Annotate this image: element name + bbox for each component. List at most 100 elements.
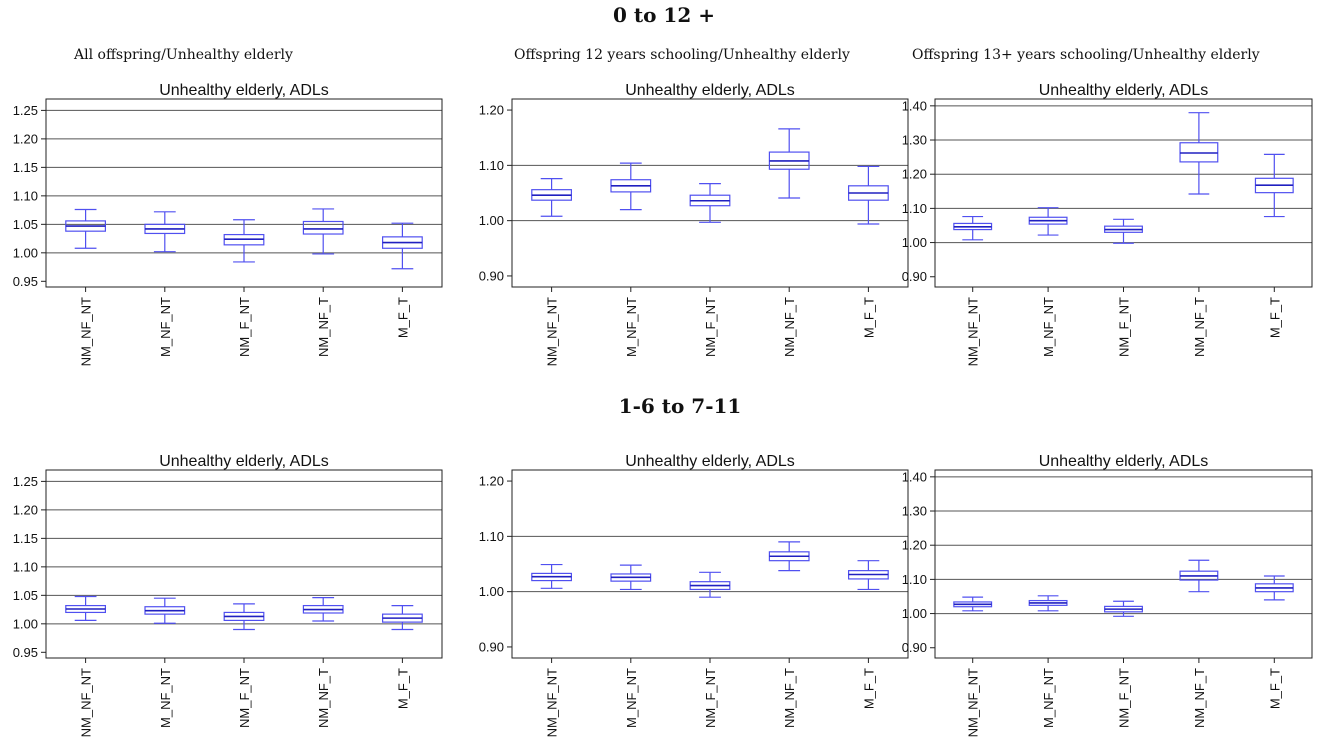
box-NM_F_NT — [1104, 600, 1143, 617]
x-category-label: M_NF_NT — [1041, 297, 1056, 357]
box-NM_NF_T — [768, 541, 810, 572]
x-category-label: NM_NF_NT — [966, 668, 981, 737]
chart-panel-5: Unhealthy elderly, ADLs 0.90 1.00 1.10 1.20 N… — [479, 453, 909, 737]
box-NM_NF_NT — [531, 563, 572, 589]
x-category-label: NM_F_NT — [1117, 668, 1132, 728]
x-category-label: NM_NF_NT — [545, 297, 560, 366]
x-category-label: M_NF_NT — [624, 297, 639, 357]
y-tick-label: 1.15 — [13, 531, 38, 546]
box-NM_F_NT — [223, 219, 265, 263]
x-category-label: M_F_T — [1267, 668, 1282, 709]
box-NM_NF_NT — [953, 215, 993, 241]
x-category-label: NM_NF_T — [1192, 668, 1207, 728]
x-category-label: NM_F_NT — [703, 668, 718, 728]
x-category-label: M_F_T — [395, 297, 410, 338]
y-tick-label: 1.10 — [902, 572, 927, 587]
chart-panel-3: Unhealthy elderly, ADLs 0.90 1.00 1.10 1.20 1… — [902, 82, 1313, 366]
y-tick-label: 0.95 — [13, 274, 38, 289]
x-category-label: NM_F_NT — [237, 668, 252, 728]
x-category-label: NM_F_NT — [237, 297, 252, 357]
chart-title: Unhealthy elderly, ADLs — [1039, 453, 1209, 470]
box-M_F_T — [847, 560, 889, 591]
y-tick-label: 1.10 — [13, 188, 38, 203]
box-M_F_T — [1254, 153, 1294, 218]
box-NM_NF_T — [302, 597, 344, 622]
chart-title: Unhealthy elderly, ADLs — [1039, 82, 1209, 99]
chart-panels: Unhealthy elderly, ADLs 0.95 1.00 1.05 1.10 1… — [13, 82, 1313, 737]
y-tick-label: 1.00 — [13, 245, 38, 260]
y-tick-label: 1.15 — [13, 160, 38, 175]
x-category-label: NM_F_NT — [1117, 297, 1132, 357]
x-category-label: M_F_T — [861, 668, 876, 709]
y-tick-label: 1.30 — [902, 133, 927, 148]
x-category-label: NM_NF_NT — [79, 668, 94, 737]
y-tick-label: 1.40 — [902, 469, 927, 484]
y-tick-label: 1.30 — [902, 504, 927, 519]
column-title-all-offspring: All offspring/Unhealthy elderly — [73, 47, 293, 63]
box-NM_NF_T — [768, 128, 810, 199]
y-tick-label: 0.90 — [479, 268, 504, 283]
plot-frame — [511, 469, 909, 659]
x-category-label: M_F_T — [861, 297, 876, 338]
box-NM_NF_NT — [953, 596, 993, 612]
chart-title: Unhealthy elderly, ADLs — [159, 453, 329, 470]
x-category-label: M_NF_NT — [158, 668, 173, 728]
y-tick-label: 1.20 — [13, 131, 38, 146]
y-tick-label: 1.00 — [479, 213, 504, 228]
column-title-12-years: Offspring 12 years schooling/Unhealthy e… — [514, 47, 850, 63]
box-NM_F_NT — [1104, 218, 1143, 244]
box-NM_NF_NT — [65, 208, 107, 249]
y-tick-label: 0.90 — [479, 639, 504, 654]
x-category-label: M_F_T — [1267, 297, 1282, 338]
box-M_F_T — [382, 222, 423, 270]
chart-panel-6: Unhealthy elderly, ADLs 0.90 1.00 1.10 1.20 1… — [902, 453, 1313, 737]
box-M_F_T — [1254, 575, 1294, 601]
y-tick-label: 1.20 — [902, 167, 927, 182]
box-NM_F_NT — [689, 183, 731, 223]
chart-panel-4: Unhealthy elderly, ADLs 0.95 1.00 1.05 1.10 1… — [13, 453, 443, 737]
plot-frame — [934, 469, 1313, 659]
y-tick-label: 0.90 — [902, 640, 927, 655]
chart-panel-1: Unhealthy elderly, ADLs 0.95 1.00 1.05 1.10 1… — [13, 82, 443, 366]
box-M_NF_NT — [1028, 595, 1068, 612]
box-NM_NF_NT — [531, 178, 572, 217]
x-category-label: M_NF_NT — [1041, 668, 1056, 728]
x-category-label: NM_NF_T — [1192, 297, 1207, 357]
box-M_NF_NT — [144, 597, 186, 624]
x-category-label: NM_F_NT — [703, 297, 718, 357]
chart-title: Unhealthy elderly, ADLs — [625, 82, 795, 99]
y-tick-label: 1.00 — [902, 606, 927, 621]
x-category-label: NM_NF_NT — [966, 297, 981, 366]
y-tick-label: 0.90 — [902, 269, 927, 284]
chart-title: Unhealthy elderly, ADLs — [159, 82, 329, 99]
x-category-label: NM_NF_T — [316, 668, 331, 728]
x-category-label: NM_NF_NT — [545, 668, 560, 737]
section-title-bottom: 1-6 to 7-11 — [619, 394, 742, 418]
y-tick-label: 1.10 — [479, 529, 504, 544]
box-NM_NF_T — [302, 208, 344, 255]
y-tick-label: 1.25 — [13, 474, 38, 489]
box-NM_F_NT — [689, 571, 731, 598]
iqr-box — [302, 220, 344, 235]
y-tick-label: 1.40 — [902, 98, 927, 113]
y-tick-label: 1.10 — [902, 201, 927, 216]
x-category-label: NM_NF_NT — [79, 297, 94, 366]
y-tick-label: 1.10 — [479, 158, 504, 173]
chart-title: Unhealthy elderly, ADLs — [625, 453, 795, 470]
y-tick-label: 1.20 — [902, 538, 927, 553]
y-tick-label: 1.05 — [13, 217, 38, 232]
box-M_NF_NT — [610, 564, 652, 591]
y-tick-label: 1.20 — [13, 502, 38, 517]
box-NM_F_NT — [223, 603, 265, 631]
box-M_NF_NT — [610, 162, 652, 211]
x-category-label: NM_NF_T — [316, 297, 331, 357]
y-tick-label: 1.00 — [13, 616, 38, 631]
x-category-label: NM_NF_T — [782, 668, 797, 728]
column-title-13-plus-years: Offspring 13+ years schooling/Unhealthy … — [912, 47, 1260, 63]
x-category-label: NM_NF_T — [782, 297, 797, 357]
chart-panel-2: Unhealthy elderly, ADLs 0.90 1.00 1.10 1.20 N… — [479, 82, 909, 366]
section-title-top: 0 to 12 + — [613, 3, 715, 27]
box-M_F_T — [847, 165, 889, 225]
box-NM_NF_T — [1179, 112, 1219, 195]
